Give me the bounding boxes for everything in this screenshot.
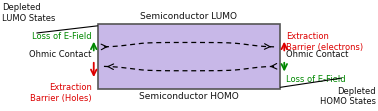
Text: Depleted
HOMO States: Depleted HOMO States — [320, 87, 376, 106]
Text: Loss of E-Field: Loss of E-Field — [32, 32, 92, 41]
Bar — [98, 24, 280, 89]
Text: Extraction
Barrier (electrons): Extraction Barrier (electrons) — [286, 32, 363, 52]
Text: Semiconductor LUMO: Semiconductor LUMO — [141, 12, 237, 21]
Text: Loss of E-Field: Loss of E-Field — [286, 75, 346, 84]
Text: Depleted
LUMO States: Depleted LUMO States — [2, 3, 55, 23]
Text: Extraction
Barrier (Holes): Extraction Barrier (Holes) — [30, 83, 92, 103]
Text: Ohmic Contact: Ohmic Contact — [29, 50, 92, 59]
Text: Semiconductor HOMO: Semiconductor HOMO — [139, 92, 239, 101]
Text: Ohmic Contact: Ohmic Contact — [286, 50, 349, 59]
